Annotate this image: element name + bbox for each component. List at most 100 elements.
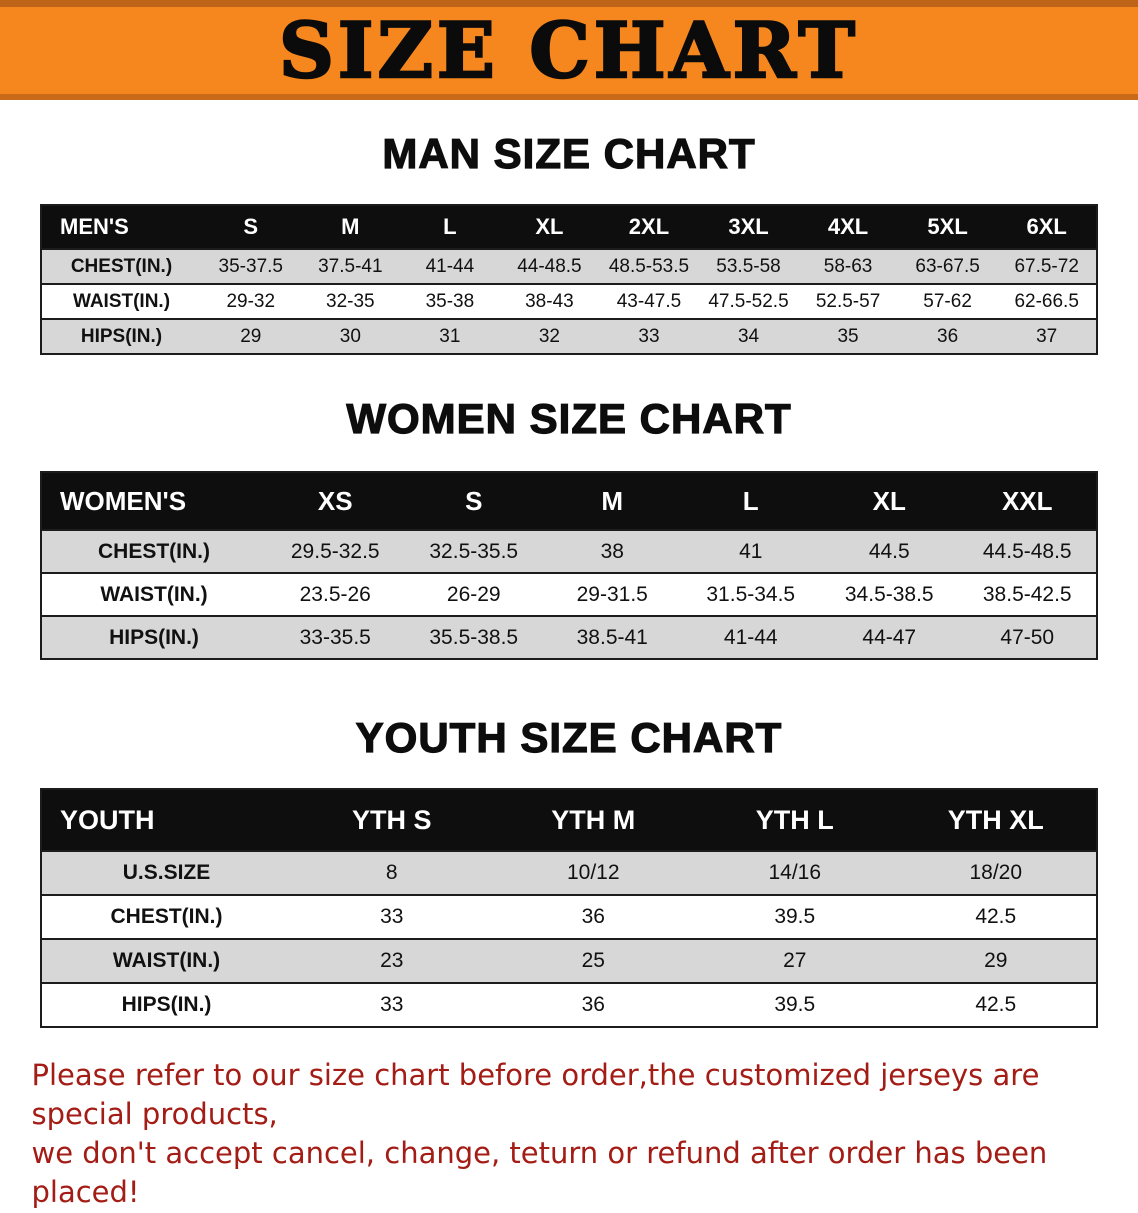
table-cell: 35 (798, 318, 898, 354)
table-cell: 67.5-72 (997, 248, 1097, 284)
column-header: 4XL (798, 205, 898, 249)
column-header: 3XL (698, 205, 799, 249)
table-cell: 52.5-57 (798, 283, 898, 319)
table-cell: 38.5-42.5 (958, 572, 1097, 616)
table-cell: 37.5-41 (300, 248, 401, 284)
disclaimer-line-1: Please refer to our size chart before or… (31, 1058, 1040, 1132)
table-cell: 34 (698, 318, 799, 354)
row-label: HIPS(IN.) (41, 982, 291, 1027)
youth-waist-row: WAIST(IN.) 23 25 27 29 (41, 938, 1097, 983)
table-cell: 44-47 (820, 615, 959, 659)
table-cell: 44.5-48.5 (958, 529, 1097, 573)
women-chest-row: CHEST(IN.) 29.5-32.5 32.5-35.5 38 41 44.… (41, 529, 1097, 573)
table-cell: 43-47.5 (599, 283, 699, 319)
column-header: 2XL (599, 205, 699, 249)
table-cell: 41-44 (400, 248, 500, 284)
table-cell: 63-67.5 (897, 248, 998, 284)
table-cell: 29-32 (201, 283, 301, 319)
youth-hips-row: HIPS(IN.) 33 36 39.5 42.5 (41, 982, 1097, 1027)
row-label: HIPS(IN.) (41, 615, 266, 659)
table-cell: 44-48.5 (499, 248, 600, 284)
row-label: WAIST(IN.) (41, 938, 291, 983)
table-cell: 39.5 (694, 894, 896, 939)
column-header: YTH M (492, 789, 694, 851)
youth-table-title: YOUTH (41, 789, 291, 851)
column-header: L (681, 472, 820, 530)
table-cell: 41 (681, 529, 820, 573)
table-cell: 58-63 (798, 248, 898, 284)
table-cell: 62-66.5 (997, 283, 1097, 319)
table-cell: 44.5 (820, 529, 959, 573)
table-cell: 10/12 (492, 850, 694, 895)
table-cell: 29-31.5 (543, 572, 682, 616)
table-cell: 36 (492, 982, 694, 1027)
women-hips-row: HIPS(IN.) 33-35.5 35.5-38.5 38.5-41 41-4… (41, 615, 1097, 659)
column-header: 6XL (997, 205, 1097, 249)
row-label: WAIST(IN.) (41, 572, 266, 616)
table-cell: 35-38 (400, 283, 500, 319)
table-cell: 29 (201, 318, 301, 354)
table-cell: 48.5-53.5 (599, 248, 699, 284)
row-label: HIPS(IN.) (41, 318, 201, 354)
column-header: XS (266, 472, 405, 530)
row-label: CHEST(IN.) (41, 248, 201, 284)
table-cell: 33 (291, 894, 493, 939)
table-cell: 38-43 (499, 283, 600, 319)
row-label: U.S.SIZE (41, 850, 291, 895)
table-cell: 38 (543, 529, 682, 573)
table-cell: 42.5 (895, 982, 1097, 1027)
column-header: XXL (958, 472, 1097, 530)
table-cell: 32-35 (300, 283, 401, 319)
table-cell: 39.5 (694, 982, 896, 1027)
column-header: XL (820, 472, 959, 530)
youth-section-heading: YOUTH SIZE CHART (355, 713, 783, 761)
men-chest-row: CHEST(IN.) 35-37.5 37.5-41 41-44 44-48.5… (41, 248, 1097, 284)
column-header: YTH S (291, 789, 493, 851)
column-header: YTH L (694, 789, 896, 851)
youth-header-row: YOUTH YTH S YTH M YTH L YTH XL (41, 789, 1097, 851)
column-header: L (400, 205, 500, 249)
women-header-row: WOMEN'S XS S M L XL XXL (41, 472, 1097, 530)
table-cell: 35-37.5 (201, 248, 301, 284)
table-cell: 36 (897, 318, 998, 354)
table-cell: 32 (499, 318, 600, 354)
table-cell: 33 (599, 318, 699, 354)
column-header: S (201, 205, 301, 249)
page-title: SIZE CHART (278, 5, 859, 95)
table-cell: 41-44 (681, 615, 820, 659)
men-table-title: MEN'S (41, 205, 201, 249)
table-cell: 23.5-26 (266, 572, 405, 616)
table-cell: 32.5-35.5 (404, 529, 543, 573)
table-cell: 35.5-38.5 (404, 615, 543, 659)
table-cell: 31.5-34.5 (681, 572, 820, 616)
table-cell: 47.5-52.5 (698, 283, 799, 319)
table-cell: 33 (291, 982, 493, 1027)
men-section-heading: MAN SIZE CHART (382, 129, 756, 177)
column-header: YTH XL (895, 789, 1097, 851)
table-cell: 42.5 (895, 894, 1097, 939)
table-cell: 27 (694, 938, 896, 983)
youth-ussize-row: U.S.SIZE 8 10/12 14/16 18/20 (41, 850, 1097, 895)
disclaimer-line-2: we don't accept cancel, change, teturn o… (31, 1136, 1048, 1210)
table-cell: 33-35.5 (266, 615, 405, 659)
table-cell: 34.5-38.5 (820, 572, 959, 616)
table-cell: 29.5-32.5 (266, 529, 405, 573)
table-cell: 47-50 (958, 615, 1097, 659)
women-section-heading: WOMEN SIZE CHART (346, 394, 792, 442)
table-cell: 14/16 (694, 850, 896, 895)
row-label: CHEST(IN.) (41, 894, 291, 939)
table-cell: 53.5-58 (698, 248, 799, 284)
men-header-row: MEN'S S M L XL 2XL 3XL 4XL 5XL 6XL (41, 205, 1097, 249)
table-cell: 38.5-41 (543, 615, 682, 659)
men-hips-row: HIPS(IN.) 29 30 31 32 33 34 35 36 37 (41, 318, 1097, 354)
women-waist-row: WAIST(IN.) 23.5-26 26-29 29-31.5 31.5-34… (41, 572, 1097, 616)
row-label: WAIST(IN.) (41, 283, 201, 319)
women-table-title: WOMEN'S (41, 472, 266, 530)
column-header: M (543, 472, 682, 530)
table-cell: 31 (400, 318, 500, 354)
youth-size-table: YOUTH YTH S YTH M YTH L YTH XL U.S.SIZE … (40, 788, 1098, 1028)
men-waist-row: WAIST(IN.) 29-32 32-35 35-38 38-43 43-47… (41, 283, 1097, 319)
table-cell: 25 (492, 938, 694, 983)
table-cell: 18/20 (895, 850, 1097, 895)
